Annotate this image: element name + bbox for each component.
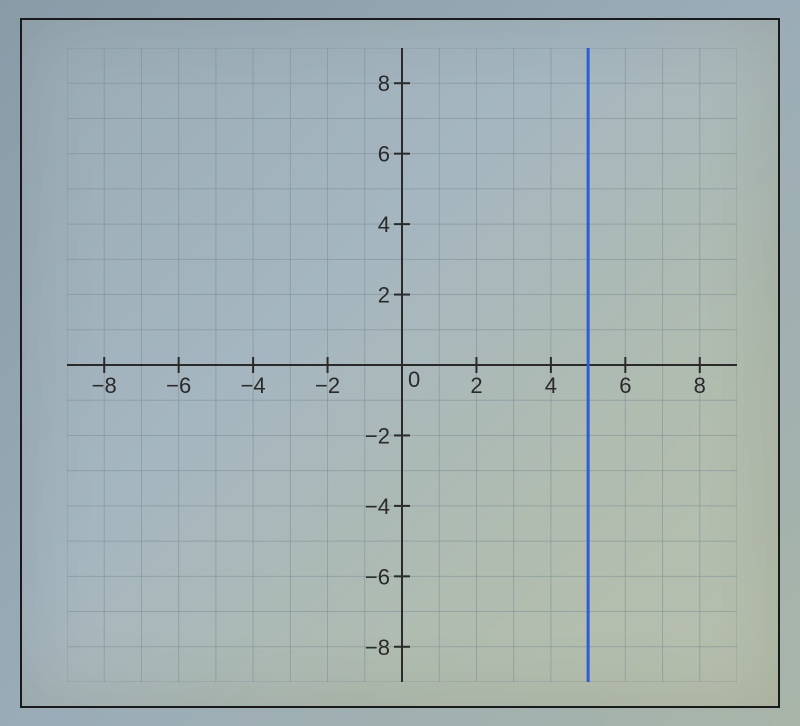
graph-frame: −8 −6 −4 −2 2 4 6 8 −8 −6 −4 −2 2 4 6 8 0 (20, 18, 780, 708)
svg-text:−4: −4 (365, 494, 390, 519)
svg-text:−8: −8 (92, 373, 117, 398)
svg-text:−6: −6 (166, 373, 191, 398)
svg-text:−6: −6 (365, 564, 390, 589)
svg-text:8: 8 (694, 373, 706, 398)
svg-text:−2: −2 (315, 373, 340, 398)
svg-text:−8: −8 (365, 635, 390, 660)
svg-text:6: 6 (619, 373, 631, 398)
svg-text:8: 8 (378, 71, 390, 96)
svg-text:0: 0 (408, 367, 420, 392)
svg-text:2: 2 (378, 283, 390, 308)
svg-text:−2: −2 (365, 423, 390, 448)
svg-text:2: 2 (470, 373, 482, 398)
svg-text:−4: −4 (241, 373, 266, 398)
svg-text:4: 4 (378, 212, 390, 237)
graph-container: −8 −6 −4 −2 2 4 6 8 −8 −6 −4 −2 2 4 6 8 0 (67, 48, 737, 682)
svg-text:6: 6 (378, 142, 390, 167)
coordinate-plane: −8 −6 −4 −2 2 4 6 8 −8 −6 −4 −2 2 4 6 8 0 (67, 48, 737, 682)
svg-text:4: 4 (545, 373, 557, 398)
